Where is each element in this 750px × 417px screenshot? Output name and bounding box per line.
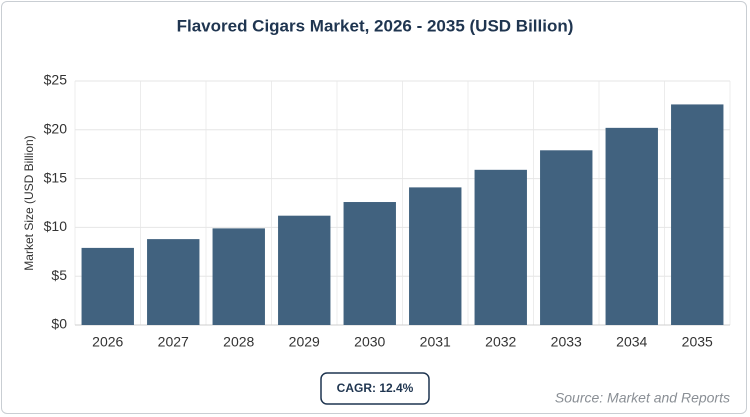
x-tick-label: 2027: [158, 334, 189, 350]
y-axis-label: Market Size (USD Billion): [22, 135, 36, 270]
x-tick-label: 2034: [616, 334, 647, 350]
bar: [671, 104, 724, 325]
bar: [409, 187, 462, 325]
y-tick-label: $0: [51, 316, 67, 332]
x-tick-label: 2026: [92, 334, 123, 350]
bar: [147, 239, 200, 325]
y-tick-label: $15: [44, 169, 68, 185]
y-tick-label: $25: [44, 72, 68, 88]
bar: [81, 247, 134, 325]
bar: [278, 215, 331, 325]
chart-title: Flavored Cigars Market, 2026 - 2035 (USD…: [177, 16, 574, 35]
bar: [343, 202, 396, 325]
x-tick-label: 2032: [485, 334, 516, 350]
y-tick-label: $20: [44, 121, 68, 137]
x-tick-label: 2030: [354, 334, 385, 350]
x-tick-label: 2035: [682, 334, 713, 350]
bar: [540, 150, 593, 325]
y-tick-label: $5: [51, 267, 67, 283]
bar: [212, 228, 265, 325]
x-tick-label: 2031: [420, 334, 451, 350]
y-tick-label: $10: [44, 218, 68, 234]
x-tick-label: 2033: [551, 334, 582, 350]
bar: [474, 169, 527, 325]
bar: [605, 127, 658, 326]
source-note: Source: Market and Reports: [555, 390, 730, 406]
cagr-label: CAGR: 12.4%: [337, 381, 414, 395]
x-tick-label: 2028: [223, 334, 254, 350]
cagr-box: [320, 372, 430, 405]
x-tick-label: 2029: [289, 334, 320, 350]
